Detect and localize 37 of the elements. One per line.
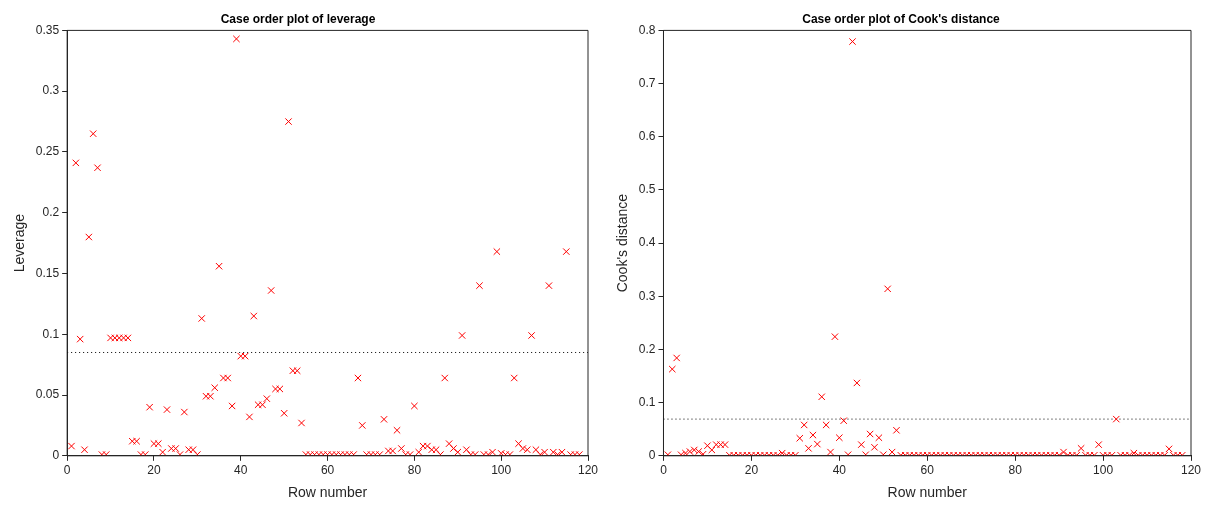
y-tick-label: 0.6 [638, 129, 656, 144]
y-tick-label: 0.1 [42, 326, 60, 341]
y-tick-label: 0.4 [638, 235, 656, 250]
y-tick-label: 0.25 [35, 144, 60, 159]
x-tick-label: 100 [1093, 463, 1114, 478]
y-tick-label: 0 [648, 448, 656, 463]
x-tick-label: 0 [63, 463, 71, 478]
y-tick-label: 0.2 [42, 205, 60, 220]
x-tick-label: 100 [491, 463, 512, 478]
x-tick-label: 0 [660, 463, 668, 478]
y-tick-label: 0.2 [638, 341, 656, 356]
y-tick-label: 0 [52, 448, 60, 463]
x-tick-label: 60 [320, 463, 335, 478]
chart-title: Case order plot of Cook's distance [802, 11, 1001, 26]
y-tick-label: 0.7 [638, 75, 656, 90]
y-tick-label: 0.1 [638, 394, 656, 409]
x-tick-label: 20 [744, 463, 759, 478]
y-tick-label: 0.3 [42, 83, 60, 98]
x-tick-label: 40 [832, 463, 847, 478]
y-tick-label: 0.8 [638, 22, 656, 37]
x-axis-title: Row number [287, 484, 368, 501]
y-axis-title: Leverage [11, 213, 28, 273]
y-tick-label: 0.3 [638, 288, 656, 303]
y-tick-label: 0.15 [35, 265, 60, 280]
y-tick-label: 0.05 [35, 387, 60, 402]
x-tick-label: 80 [407, 463, 422, 478]
y-axis-title: Cook's distance [614, 193, 631, 293]
y-tick-label: 0.35 [35, 22, 60, 37]
x-tick-label: 40 [234, 463, 248, 478]
x-tick-label: 20 [147, 463, 161, 478]
x-axis-title: Row number [887, 484, 968, 501]
x-tick-label: 80 [1008, 463, 1023, 478]
x-tick-label: 120 [577, 463, 599, 478]
y-tick-label: 0.5 [638, 182, 656, 197]
chart-title: Case order plot of leverage [220, 11, 376, 26]
x-tick-label: 120 [1180, 463, 1202, 478]
x-tick-label: 60 [920, 463, 935, 478]
